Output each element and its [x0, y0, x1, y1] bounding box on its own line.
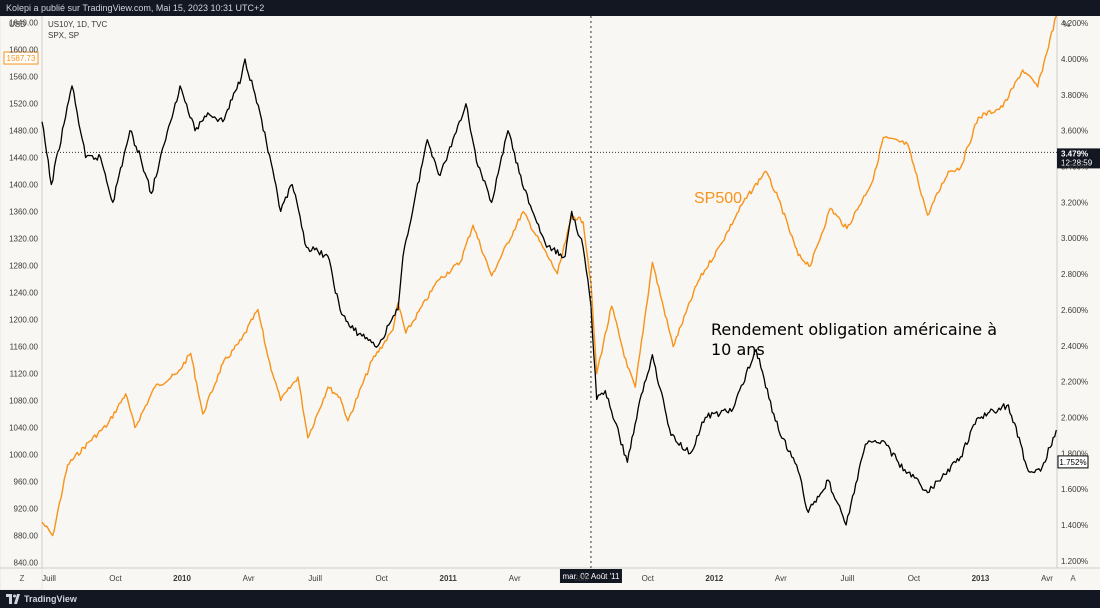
left-axis-tick-label: 880.00	[14, 532, 39, 541]
auto-scale-icon: A	[1070, 574, 1076, 583]
left-axis-tick-label: 840.00	[14, 559, 39, 568]
sp500-series-line	[41, 16, 1057, 537]
x-axis-tick-label: Oct	[642, 574, 655, 583]
left-axis-tick-label: 1360.00	[9, 208, 38, 217]
x-axis-tick-label: Juill	[841, 574, 855, 583]
x-axis-tick-label: Avr	[243, 574, 255, 583]
legend-line: SPX, SP	[48, 31, 79, 40]
sp500-last-value-box	[3, 51, 39, 65]
x-axis-tick-label: 2012	[705, 574, 723, 583]
x-axis-tick-label: Oct	[109, 574, 122, 583]
zoom-icon: Z	[20, 574, 25, 583]
left-axis-tick-label: 920.00	[14, 505, 39, 514]
left-axis-tick-label: 1280.00	[9, 262, 38, 271]
crosshair-price-label: 3.479%	[1061, 149, 1088, 158]
left-axis-tick-label: 1320.00	[9, 235, 38, 244]
crosshair-price-box	[1057, 148, 1100, 169]
sp500-last-value-label: 1587.73	[7, 54, 36, 63]
crosshair-date-label: mar. 02 Août '11	[562, 572, 620, 581]
left-axis-tick-label: 1560.00	[9, 73, 38, 82]
right-axis-tick-label: 2.200%	[1061, 378, 1088, 387]
x-axis-tick-label: Oct	[908, 574, 921, 583]
left-axis-tick-label: 1120.00	[10, 370, 39, 379]
left-axis-tick-label: 1160.00	[10, 343, 39, 352]
crosshair-time-label: 12:28:59	[1061, 158, 1093, 167]
us10y-annotation-line: Rendement obligation américaine à	[711, 320, 997, 339]
publish-line: Kolepi a publié sur TradingView.com, Mai…	[6, 3, 265, 13]
left-axis-unit: USD	[9, 20, 26, 29]
left-axis-tick-label: 1640.00	[9, 19, 38, 28]
footer-bar: TradingView	[0, 590, 1100, 608]
right-axis-tick-label: 2.000%	[1061, 413, 1088, 422]
x-axis-tick-label: Avr	[1041, 574, 1053, 583]
x-axis-tick-label: Oct	[375, 574, 388, 583]
left-axis-tick-label: 1480.00	[9, 127, 38, 136]
right-axis-tick-label: 1.400%	[1061, 521, 1088, 530]
right-axis-tick-label: 1.200%	[1061, 557, 1088, 566]
left-axis-tick-label: 1080.00	[9, 397, 38, 406]
right-price-scale	[1057, 16, 1100, 590]
us10y-annotation-line: 10 ans	[711, 340, 765, 359]
x-axis-tick-label: Juill	[42, 574, 56, 583]
x-axis-tick-label: 2011	[440, 574, 458, 583]
right-axis-tick-label: 2.800%	[1061, 270, 1088, 279]
right-axis-tick-label: 4.200%	[1061, 19, 1088, 28]
right-axis-tick-label: 1.800%	[1061, 449, 1088, 458]
right-axis-tick-label: 2.600%	[1061, 306, 1088, 315]
right-axis-tick-label: 4.000%	[1061, 55, 1088, 64]
left-axis-tick-label: 960.00	[14, 478, 39, 487]
right-axis-tick-label: 2.400%	[1061, 342, 1088, 351]
right-axis-tick-label: 3.800%	[1061, 91, 1088, 100]
x-axis-tick-label: Avr	[775, 574, 787, 583]
right-axis-unit: %	[1063, 20, 1070, 29]
left-axis-tick-label: 1040.00	[9, 424, 38, 433]
left-axis-tick-label: 1520.00	[9, 100, 38, 109]
legend-line: US10Y, 1D, TVC	[48, 20, 108, 29]
x-axis-tick-label: Juill	[574, 574, 588, 583]
sp500-annotation: SP500	[694, 190, 742, 207]
right-axis-tick-label: 1.600%	[1061, 485, 1088, 494]
x-axis-tick-label: 2010	[173, 574, 191, 583]
price-chart[interactable]: mar. 02 Août '11 3.479%12:28:59 1587.73 1.7…	[0, 16, 1100, 590]
right-axis-tick-label: 3.200%	[1061, 198, 1088, 207]
x-axis-tick-label: Avr	[509, 574, 521, 583]
right-axis-tick-label: 3.000%	[1061, 234, 1088, 243]
us10y-last-value-label: 1.752%	[1059, 458, 1086, 467]
us10y-series-line	[41, 58, 1057, 526]
publish-header: Kolepi a publié sur TradingView.com, Mai…	[0, 0, 1100, 16]
right-axis-tick-label: 3.600%	[1061, 127, 1088, 136]
left-axis-tick-label: 1440.00	[9, 154, 38, 163]
footer-brand: TradingView	[24, 594, 77, 604]
left-axis-tick-label: 1400.00	[9, 181, 38, 190]
left-axis-tick-label: 1200.00	[9, 316, 38, 325]
left-axis-tick-label: 1600.00	[9, 46, 38, 55]
crosshair-date-box	[559, 569, 622, 583]
x-axis-tick-label: 2013	[972, 574, 990, 583]
tradingview-logo-icon	[6, 594, 20, 604]
right-axis-tick-label: 3.400%	[1061, 163, 1088, 172]
left-axis-tick-label: 1240.00	[9, 289, 38, 298]
left-axis-tick-label: 1000.00	[9, 451, 38, 460]
chart-background	[0, 16, 1100, 590]
us10y-last-value-box	[1057, 455, 1089, 469]
x-axis-tick-label: Juill	[308, 574, 322, 583]
